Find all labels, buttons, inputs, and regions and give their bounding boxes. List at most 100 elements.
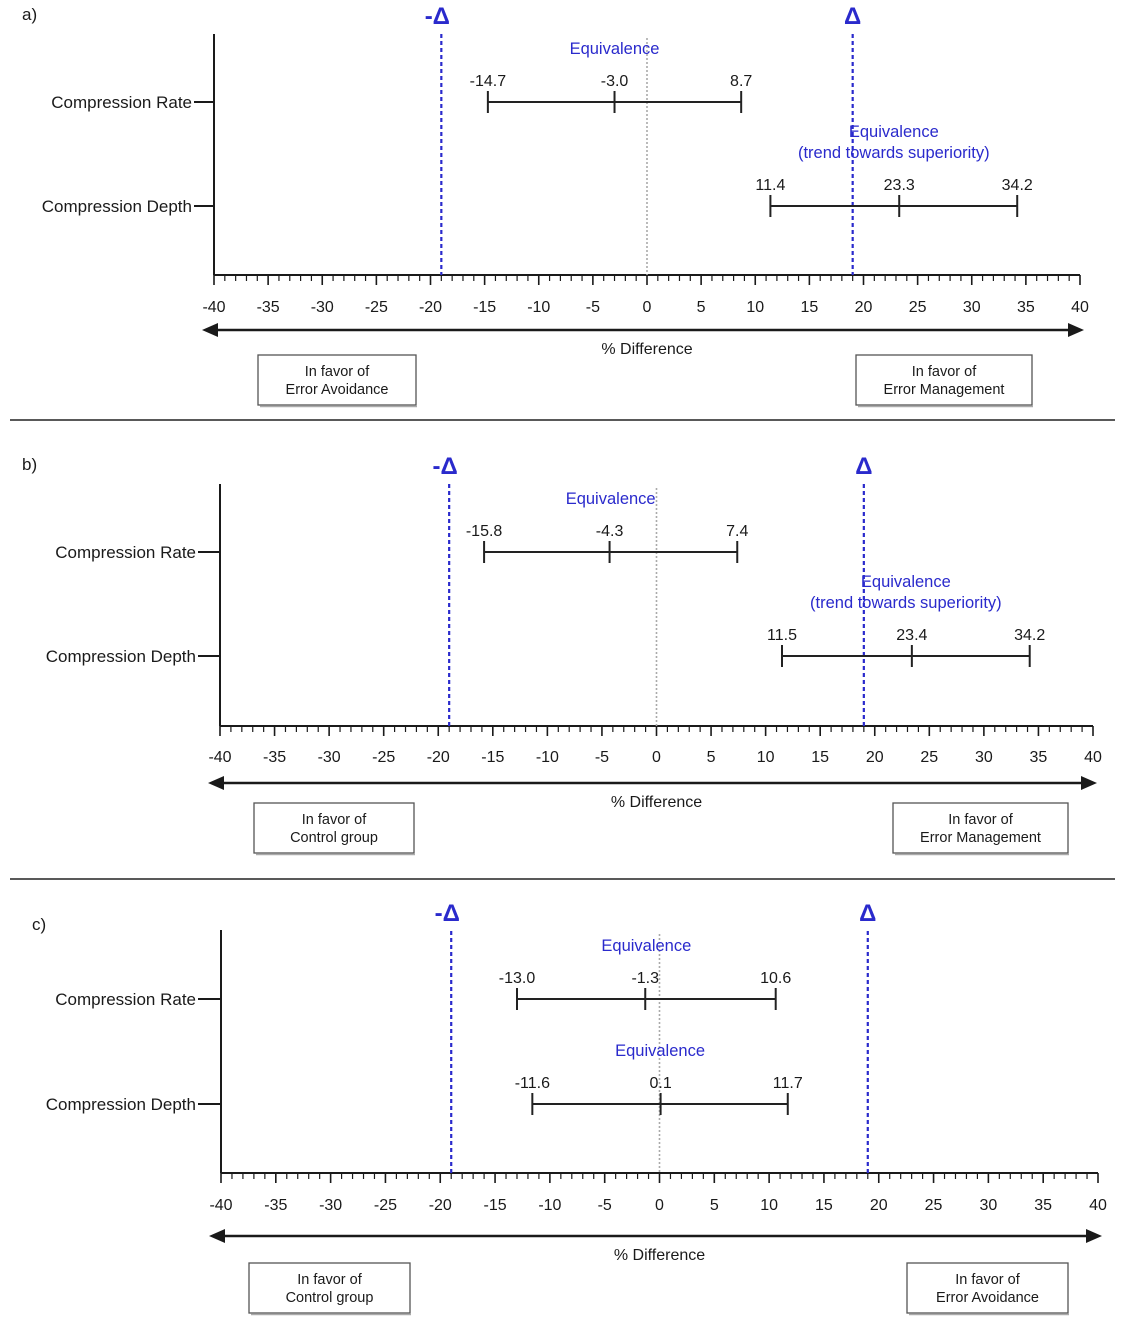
- ci-row: Compression Depth -11.6 0.1 11.7 Equivalence: [46, 1042, 803, 1115]
- favor-left-box-text: In favor of: [297, 1272, 362, 1288]
- x-tick-label: 40: [1089, 1197, 1107, 1214]
- panel-label: a): [22, 5, 37, 24]
- neg-delta-label: -Δ: [435, 900, 460, 927]
- ci-upper-label: 10.6: [760, 970, 791, 987]
- row-label: Compression Rate: [55, 543, 196, 562]
- x-tick-label: -35: [264, 1197, 287, 1214]
- row-label: Compression Depth: [46, 647, 196, 666]
- x-tick-label: 20: [870, 1197, 888, 1214]
- ci-lower-label: -11.6: [515, 1075, 550, 1092]
- favor-right-box-frame: [892, 802, 1069, 854]
- x-axis-title: % Difference: [614, 1247, 705, 1264]
- favor-left-box-text: Error Avoidance: [286, 382, 389, 398]
- row-label: Compression Depth: [42, 197, 192, 216]
- estimate-label: 0.1: [649, 1075, 671, 1092]
- equivalence-annotation: Equivalence: [570, 40, 660, 58]
- x-tick-label: -20: [429, 1197, 452, 1214]
- equivalence-annotation: Equivalence: [615, 1042, 705, 1060]
- x-tick-label: -15: [481, 749, 504, 766]
- row-label: Compression Rate: [51, 93, 192, 112]
- panel-c: c) -40 -35 -30 -25 -20 -15 -10 -5 0 5 10 15 20 25 30 35 4…: [32, 900, 1107, 1316]
- favor-left-box-text: In favor of: [305, 364, 370, 380]
- ci-upper-label: 8.7: [730, 73, 752, 90]
- x-tick-label: 30: [963, 299, 981, 316]
- favor-left-box-frame: [253, 802, 415, 854]
- arrow-right-icon: [1081, 776, 1097, 790]
- x-tick-label: -30: [311, 299, 334, 316]
- ci-row: Compression Rate -14.7 -3.0 8.7 Equivalence: [51, 40, 752, 113]
- equivalence-annotation: Equivalence: [861, 573, 951, 591]
- ci-lower-label: -13.0: [499, 970, 536, 987]
- favor-right-box: In favor of Error Avoidance: [906, 1262, 1069, 1316]
- x-tick-label: -5: [586, 299, 600, 316]
- pos-delta-label: Δ: [844, 3, 861, 30]
- favor-right-box-frame: [855, 354, 1033, 406]
- x-tick-label: -5: [595, 749, 609, 766]
- x-tick-label: -10: [536, 749, 559, 766]
- ci-row: Compression Rate -15.8 -4.3 7.4 Equivalence: [55, 490, 748, 563]
- panel-label: b): [22, 455, 37, 474]
- x-tick-label: 40: [1071, 299, 1089, 316]
- equivalence-annotation: Equivalence: [601, 937, 691, 955]
- equivalence-annotation: Equivalence: [849, 123, 939, 141]
- favor-left-box-text: Control group: [290, 830, 378, 846]
- favor-right-box-text: Error Management: [884, 382, 1005, 398]
- x-tick-label: -10: [538, 1197, 561, 1214]
- x-tick-label: 5: [707, 749, 716, 766]
- x-tick-label: 20: [855, 299, 873, 316]
- x-tick-label: 30: [979, 1197, 997, 1214]
- arrow-right-icon: [1086, 1229, 1102, 1243]
- favor-left-box-frame: [257, 354, 417, 406]
- panel-a: a) -40 -35 -30 -25 -20 -15 -10 -5 0 5 10 15 20 25 30 35 4…: [22, 3, 1089, 408]
- favor-left-box: In favor of Control group: [248, 1262, 411, 1316]
- favor-right-box-text: In favor of: [912, 364, 977, 380]
- favor-right-box-text: In favor of: [955, 1272, 1020, 1288]
- favor-right-box-frame: [906, 1262, 1069, 1314]
- row-label: Compression Depth: [46, 1095, 196, 1114]
- favor-right-box-text: In favor of: [948, 812, 1013, 828]
- favor-left-box-frame: [248, 1262, 411, 1314]
- x-axis-title: % Difference: [601, 341, 692, 358]
- x-tick-label: -15: [473, 299, 496, 316]
- equivalence-annotation: (trend towards superiority): [798, 144, 990, 162]
- estimate-label: -4.3: [596, 523, 624, 540]
- arrow-right-icon: [1068, 323, 1084, 337]
- x-tick-label: -25: [374, 1197, 397, 1214]
- ci-row: Compression Depth 11.5 23.4 34.2 Equivalence…: [46, 573, 1045, 667]
- x-tick-label: 25: [909, 299, 927, 316]
- estimate-label: -3.0: [601, 73, 629, 90]
- pos-delta-label: Δ: [855, 453, 872, 480]
- x-tick-label: 35: [1034, 1197, 1052, 1214]
- panel-b: b) -40 -35 -30 -25 -20 -15 -10 -5 0 5 10 15 20 25 30 35 4…: [22, 453, 1102, 856]
- favor-right-box-text: Error Avoidance: [936, 1290, 1039, 1306]
- favor-left-box-text: In favor of: [302, 812, 367, 828]
- estimate-label: 23.3: [884, 177, 915, 194]
- x-tick-label: -15: [484, 1197, 507, 1214]
- x-tick-label: 15: [815, 1197, 833, 1214]
- estimate-label: 23.4: [896, 627, 927, 644]
- arrow-left-icon: [209, 1229, 225, 1243]
- x-tick-label: -40: [208, 749, 231, 766]
- equivalence-annotation: Equivalence: [566, 490, 656, 508]
- ci-lower-label: 11.5: [767, 627, 797, 644]
- x-tick-label: 25: [925, 1197, 943, 1214]
- panel-label: c): [32, 915, 46, 934]
- x-tick-label: -25: [372, 749, 395, 766]
- x-tick-label: 5: [710, 1197, 719, 1214]
- ci-lower-label: -15.8: [466, 523, 503, 540]
- x-tick-label: -40: [202, 299, 225, 316]
- x-tick-label: 25: [920, 749, 938, 766]
- ci-lower-label: -14.7: [470, 73, 507, 90]
- x-tick-label: -25: [365, 299, 388, 316]
- ci-upper-label: 34.2: [1002, 177, 1033, 194]
- favor-right-box: In favor of Error Management: [892, 802, 1069, 856]
- ci-row: Compression Rate -13.0 -1.3 10.6 Equivalence: [55, 937, 791, 1010]
- estimate-label: -1.3: [631, 970, 659, 987]
- x-tick-label: -20: [427, 749, 450, 766]
- favor-left-box-text: Control group: [286, 1290, 374, 1306]
- ci-upper-label: 7.4: [726, 523, 748, 540]
- x-tick-label: -10: [527, 299, 550, 316]
- x-tick-label: 0: [643, 299, 652, 316]
- row-label: Compression Rate: [55, 990, 196, 1009]
